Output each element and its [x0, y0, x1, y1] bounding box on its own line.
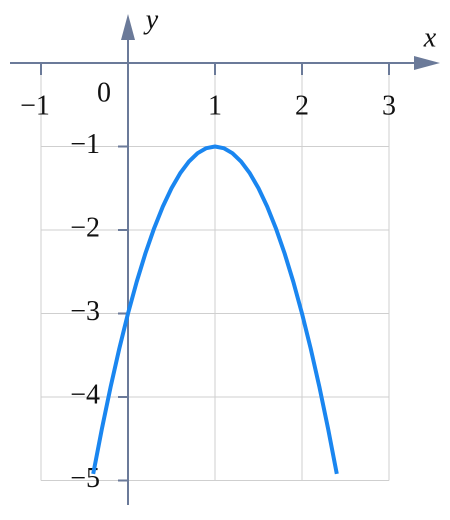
- x-tick-label: −1: [20, 90, 50, 121]
- x-tick-label: 2: [295, 90, 309, 121]
- y-arrow: [121, 14, 135, 40]
- y-axis-label: y: [143, 4, 159, 35]
- y-tick-label: −4: [70, 379, 100, 410]
- y-tick-label: −2: [70, 212, 100, 243]
- x-tick-label: 3: [382, 90, 396, 121]
- x-tick-label: 1: [208, 90, 222, 121]
- y-tick-label: −3: [70, 296, 100, 327]
- curve: [91, 144, 339, 475]
- x-tick-label: 0: [97, 77, 111, 108]
- y-tick-label: −1: [70, 129, 100, 160]
- x-axis-label: x: [423, 22, 437, 53]
- x-arrow: [414, 56, 440, 70]
